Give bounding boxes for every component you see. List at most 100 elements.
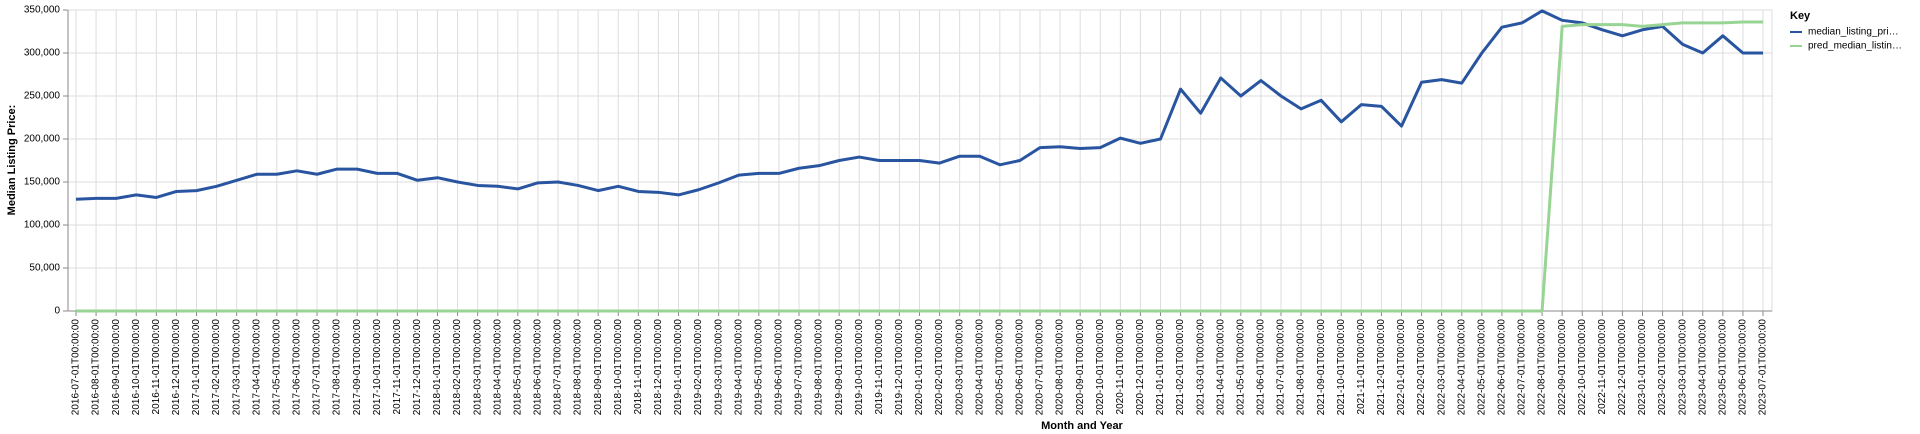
x-tick-label: 2023-01-01T00:00:00 <box>1637 319 1648 416</box>
x-tick-label: 2022-02-01T00:00:00 <box>1416 319 1427 416</box>
x-tick-label: 2019-05-01T00:00:00 <box>753 319 764 416</box>
y-tick-label: 300,000 <box>24 48 61 59</box>
x-tick-label: 2023-02-01T00:00:00 <box>1657 319 1668 416</box>
x-tick-label: 2018-12-01T00:00:00 <box>653 319 664 416</box>
x-tick-label: 2018-02-01T00:00:00 <box>452 319 463 416</box>
x-tick-label: 2020-01-01T00:00:00 <box>914 319 925 416</box>
x-tick-label: 2021-03-01T00:00:00 <box>1195 319 1206 416</box>
x-tick-label: 2020-09-01T00:00:00 <box>1075 319 1086 416</box>
x-tick-label: 2022-06-01T00:00:00 <box>1497 319 1508 416</box>
x-tick-label: 2020-06-01T00:00:00 <box>1015 319 1026 416</box>
x-tick-label: 2019-11-01T00:00:00 <box>874 319 885 415</box>
x-tick-label: 2021-07-01T00:00:00 <box>1276 319 1287 416</box>
x-tick-label: 2022-12-01T00:00:00 <box>1617 319 1628 416</box>
y-tick-label: 250,000 <box>24 91 61 102</box>
x-tick-label: 2022-07-01T00:00:00 <box>1517 319 1528 416</box>
x-tick-label: 2017-07-01T00:00:00 <box>312 319 323 416</box>
x-tick-label: 2018-07-01T00:00:00 <box>553 319 564 416</box>
x-tick-label: 2023-05-01T00:00:00 <box>1717 319 1728 416</box>
y-tick-label: 100,000 <box>24 220 61 231</box>
x-tick-label: 2020-04-01T00:00:00 <box>974 319 985 416</box>
x-tick-label: 2021-01-01T00:00:00 <box>1155 319 1166 416</box>
x-tick-label: 2022-01-01T00:00:00 <box>1396 319 1407 416</box>
x-tick-label: 2017-10-01T00:00:00 <box>372 319 383 416</box>
x-tick-label: 2022-05-01T00:00:00 <box>1476 319 1487 416</box>
x-tick-label: 2022-04-01T00:00:00 <box>1456 319 1467 416</box>
x-tick-label: 2019-10-01T00:00:00 <box>854 319 865 416</box>
x-tick-label: 2019-01-01T00:00:00 <box>673 319 684 416</box>
x-tick-label: 2018-01-01T00:00:00 <box>432 319 443 416</box>
x-tick-label: 2020-07-01T00:00:00 <box>1035 319 1046 416</box>
x-tick-label: 2019-02-01T00:00:00 <box>693 319 704 416</box>
x-tick-label: 2019-08-01T00:00:00 <box>814 319 825 416</box>
x-tick-label: 2016-11-01T00:00:00 <box>151 319 162 415</box>
legend-label: median_listing_pri… <box>1808 27 1899 38</box>
x-tick-label: 2023-07-01T00:00:00 <box>1758 319 1769 416</box>
x-tick-label: 2021-08-01T00:00:00 <box>1296 319 1307 416</box>
x-tick-label: 2019-04-01T00:00:00 <box>733 319 744 416</box>
x-tick-label: 2020-05-01T00:00:00 <box>994 319 1005 416</box>
y-tick-label: 150,000 <box>24 177 61 188</box>
x-tick-label: 2020-03-01T00:00:00 <box>954 319 965 416</box>
x-tick-label: 2017-02-01T00:00:00 <box>211 319 222 416</box>
x-tick-label: 2020-02-01T00:00:00 <box>934 319 945 416</box>
series-line <box>75 9 1763 201</box>
x-tick-label: 2021-10-01T00:00:00 <box>1336 319 1347 416</box>
x-tick-label: 2017-06-01T00:00:00 <box>292 319 303 416</box>
x-tick-label: 2021-12-01T00:00:00 <box>1376 319 1387 416</box>
y-tick-label: 0 <box>54 306 60 317</box>
x-tick-label: 2020-08-01T00:00:00 <box>1055 319 1066 416</box>
x-tick-label: 2017-12-01T00:00:00 <box>412 319 423 416</box>
x-tick-label: 2018-05-01T00:00:00 <box>512 319 523 416</box>
x-tick-label: 2023-03-01T00:00:00 <box>1677 319 1688 416</box>
x-tick-label: 2017-03-01T00:00:00 <box>231 319 242 416</box>
x-tick-label: 2017-04-01T00:00:00 <box>251 319 262 416</box>
x-tick-label: 2018-03-01T00:00:00 <box>472 319 483 416</box>
x-tick-label: 2022-03-01T00:00:00 <box>1436 319 1447 416</box>
y-tick-label: 350,000 <box>24 5 61 16</box>
x-tick-label: 2016-09-01T00:00:00 <box>111 319 122 416</box>
x-tick-label: 2021-02-01T00:00:00 <box>1175 319 1186 416</box>
x-tick-label: 2019-07-01T00:00:00 <box>794 319 805 416</box>
x-tick-label: 2017-01-01T00:00:00 <box>191 319 202 416</box>
x-tick-label: 2019-03-01T00:00:00 <box>713 319 724 416</box>
x-tick-label: 2018-06-01T00:00:00 <box>533 319 544 416</box>
x-tick-label: 2019-09-01T00:00:00 <box>834 319 845 416</box>
x-tick-label: 2019-06-01T00:00:00 <box>774 319 785 416</box>
x-tick-label: 2017-09-01T00:00:00 <box>352 319 363 416</box>
x-tick-label: 2022-08-01T00:00:00 <box>1537 319 1548 416</box>
x-tick-label: 2018-10-01T00:00:00 <box>613 319 624 416</box>
x-tick-label: 2023-04-01T00:00:00 <box>1697 319 1708 416</box>
x-tick-label: 2018-09-01T00:00:00 <box>593 319 604 416</box>
y-tick-label: 200,000 <box>24 134 61 145</box>
x-tick-label: 2017-08-01T00:00:00 <box>332 319 343 416</box>
x-tick-label: 2023-06-01T00:00:00 <box>1738 319 1749 416</box>
x-tick-label: 2017-05-01T00:00:00 <box>271 319 282 416</box>
x-tick-label: 2018-08-01T00:00:00 <box>573 319 584 416</box>
x-tick-label: 2021-11-01T00:00:00 <box>1356 319 1367 415</box>
y-tick-label: 50,000 <box>29 263 60 274</box>
x-tick-label: 2020-11-01T00:00:00 <box>1115 319 1126 415</box>
x-tick-label: 2021-05-01T00:00:00 <box>1235 319 1246 416</box>
x-tick-label: 2018-04-01T00:00:00 <box>492 319 503 416</box>
series-line <box>76 20 1763 313</box>
x-axis-title: Month and Year <box>1041 420 1123 432</box>
x-tick-label: 2020-12-01T00:00:00 <box>1135 319 1146 416</box>
x-tick-label: 2022-10-01T00:00:00 <box>1577 319 1588 416</box>
x-tick-label: 2016-08-01T00:00:00 <box>91 319 102 416</box>
x-tick-label: 2016-10-01T00:00:00 <box>131 319 142 416</box>
legend-title: Key <box>1790 10 1811 22</box>
x-tick-label: 2020-10-01T00:00:00 <box>1095 319 1106 416</box>
x-tick-label: 2021-04-01T00:00:00 <box>1215 319 1226 416</box>
x-tick-label: 2021-06-01T00:00:00 <box>1256 319 1267 416</box>
x-tick-label: 2021-09-01T00:00:00 <box>1316 319 1327 416</box>
x-tick-label: 2019-12-01T00:00:00 <box>894 319 905 416</box>
x-tick-label: 2022-11-01T00:00:00 <box>1597 319 1608 415</box>
x-tick-label: 2018-11-01T00:00:00 <box>633 319 644 415</box>
x-tick-label: 2022-09-01T00:00:00 <box>1557 319 1568 416</box>
x-tick-label: 2016-12-01T00:00:00 <box>171 319 182 416</box>
x-tick-label: 2016-07-01T00:00:00 <box>71 319 82 416</box>
x-tick-label: 2017-11-01T00:00:00 <box>392 319 403 415</box>
legend-label: pred_median_listin… <box>1808 41 1902 52</box>
